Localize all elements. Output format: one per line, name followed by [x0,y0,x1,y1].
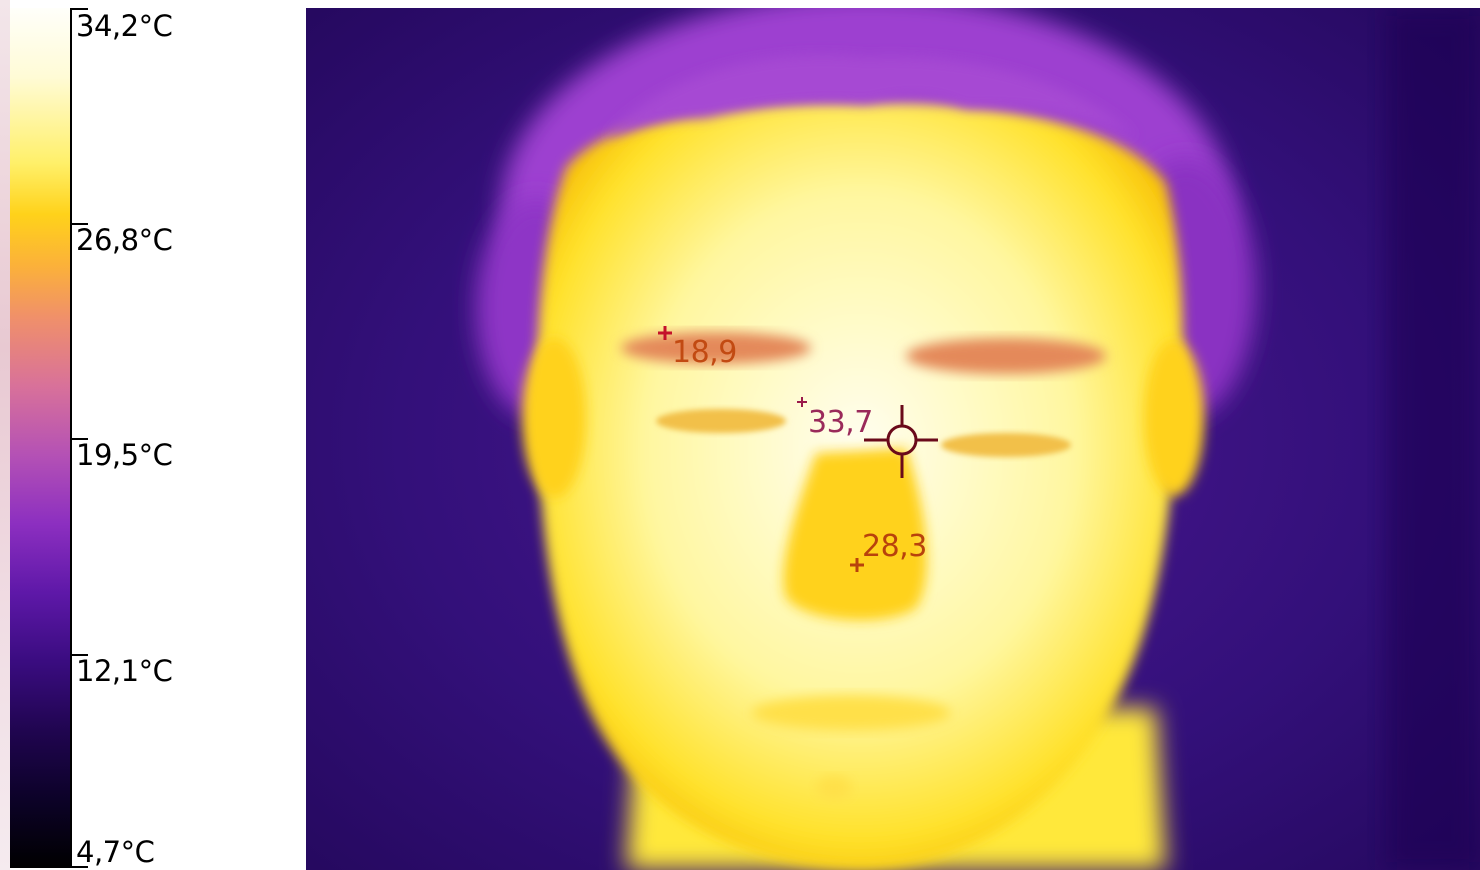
hair-fringe [606,55,1136,138]
nose-region [783,448,927,621]
mouth-region [751,695,951,731]
thermal-image: 18,9 33,7 28,3 [306,8,1480,870]
left-ear [522,338,586,498]
scale-label-4: 12,1°C [76,654,173,688]
scale-label-3: 19,5°C [76,438,173,472]
left-eye [656,409,786,433]
temperature-scale-bar [10,8,70,868]
spot1-marker [658,326,672,340]
scale-tick-4 [72,654,88,656]
spot2-marker [797,397,807,407]
chin-mark [816,776,852,800]
right-eyebrow [906,338,1106,374]
scale-max-label: 34,2°C [76,9,173,43]
scale-axis-line [70,8,72,868]
scale-tick-2 [72,223,88,225]
left-edge-strip [0,0,10,870]
thermal-face-graphic [306,8,1480,870]
right-ear [1144,340,1204,496]
crosshair-icon [864,405,938,478]
scale-tick-max [72,8,88,10]
spot1-value: 18,9 [672,335,737,370]
scale-min-label: 4,7°C [76,835,155,869]
scale-tick-3 [72,438,88,440]
spot3-value: 28,3 [862,529,927,564]
spot3-marker [850,558,864,572]
scale-tick-min [72,866,88,868]
background-right-shadow [1386,8,1480,870]
spot2-value: 33,7 [808,405,873,440]
left-eyebrow [621,332,811,364]
scale-label-2: 26,8°C [76,223,173,257]
right-eye [941,433,1071,457]
